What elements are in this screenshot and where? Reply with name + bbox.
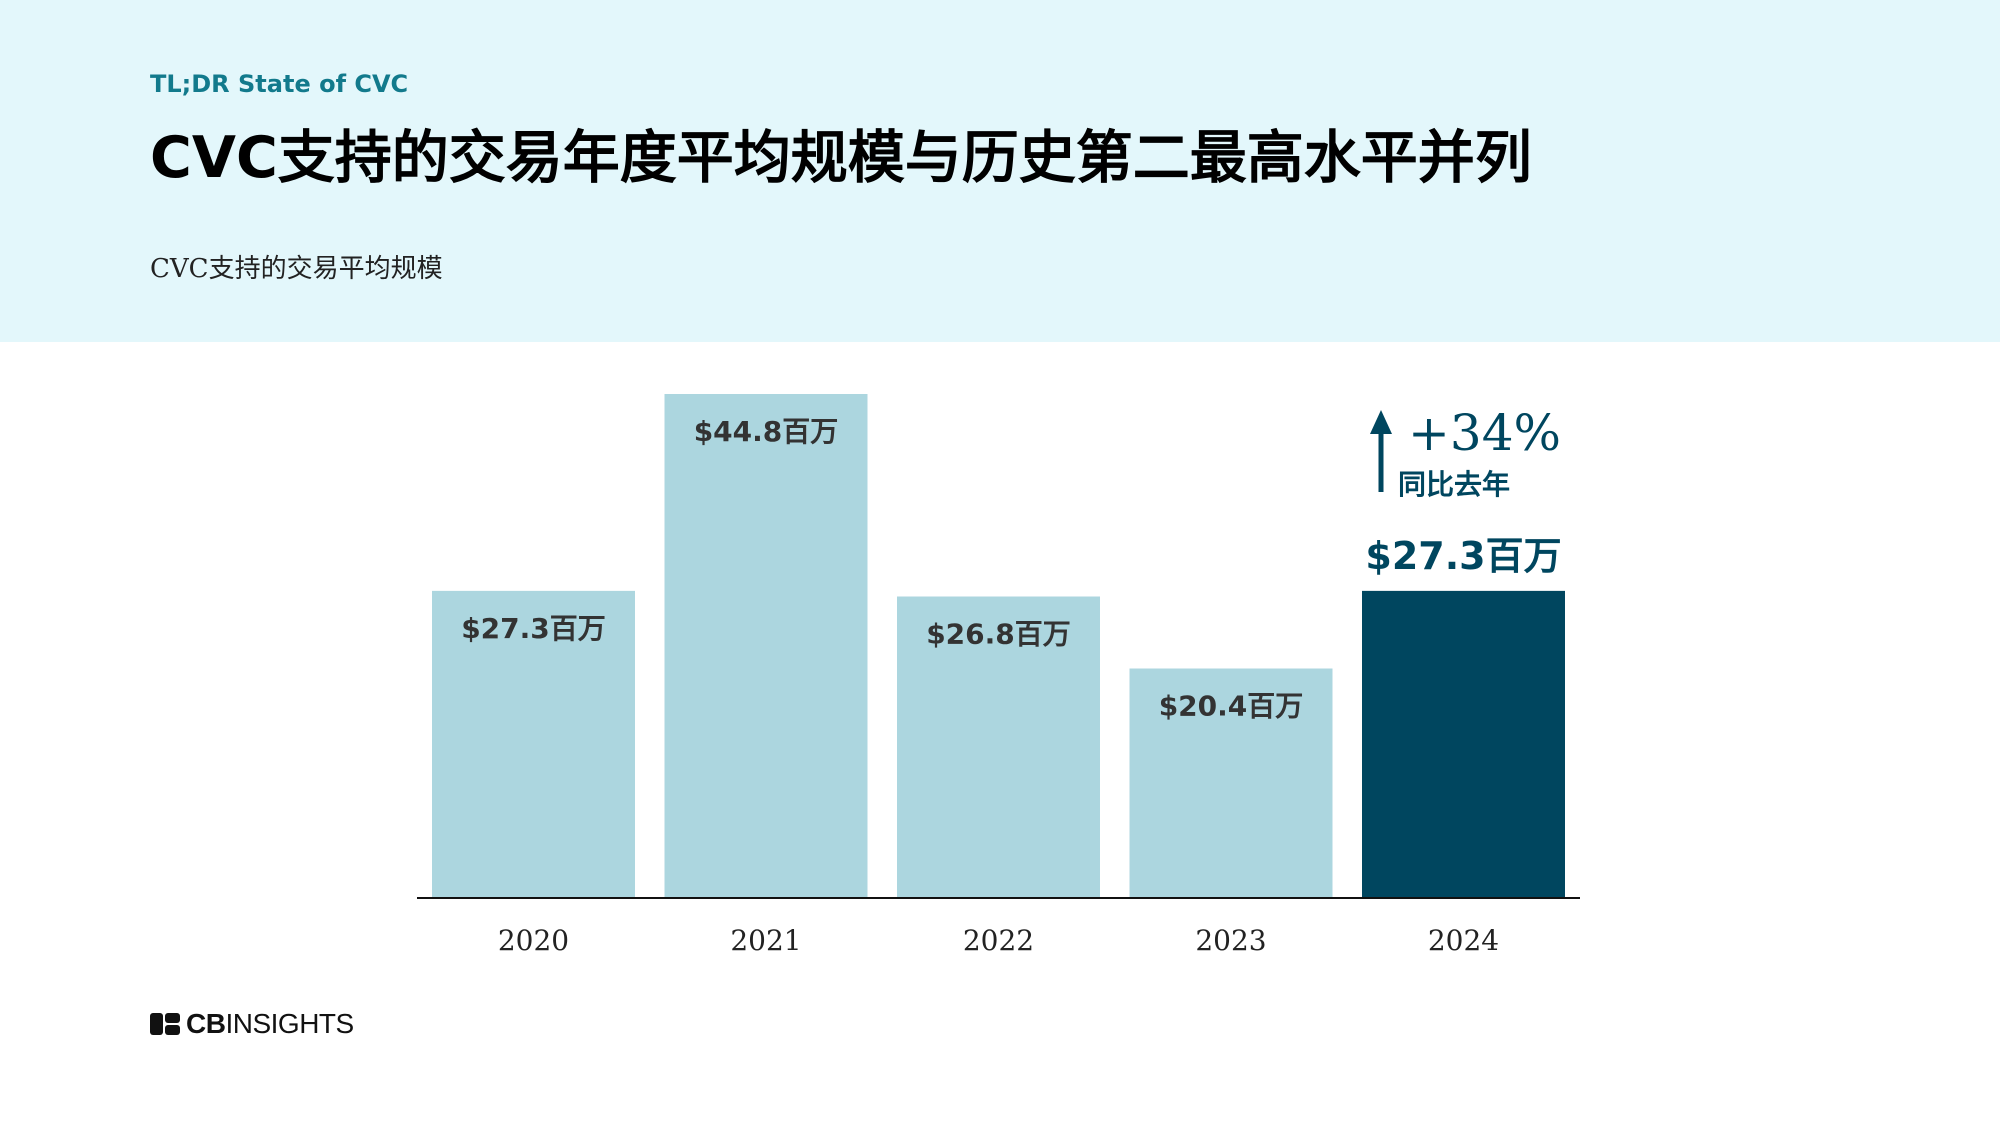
up-arrow-head — [1370, 410, 1392, 434]
data-label-2020: $27.3百万 — [461, 612, 606, 645]
bar-chart: $27.3百万 2020 $44.8百万 2021 $26.8百万 2022 $20.4百万… — [417, 394, 1580, 957]
change-percent: +34% — [1408, 404, 1561, 462]
logo-text: CBINSIGHTS — [186, 1008, 354, 1040]
x-tick-label-2021: 2021 — [730, 924, 801, 957]
chart-subtitle: CVC支持的交易平均规模 — [150, 254, 443, 284]
bar-2021 — [664, 394, 868, 898]
x-tick-label-2023: 2023 — [1195, 924, 1266, 957]
bar-2024 — [1362, 590, 1565, 898]
data-label-2024: $27.3百万 — [1365, 534, 1561, 578]
data-label-2023: $20.4百万 — [1159, 690, 1304, 723]
cb-insights-logo: CBINSIGHTS — [150, 1007, 354, 1041]
header-band — [0, 0, 2000, 342]
change-caption: 同比去年 — [1398, 468, 1510, 501]
cb-logo-icon — [150, 1013, 180, 1035]
logo-text-light: INSIGHTS — [225, 1008, 354, 1039]
data-label-2021: $44.8百万 — [694, 415, 839, 448]
bar-2020 — [432, 590, 635, 898]
x-tick-label-2024: 2024 — [1428, 924, 1499, 957]
x-tick-label-2020: 2020 — [498, 924, 569, 957]
up-arrow-icon — [1370, 410, 1392, 492]
bar-2022 — [897, 596, 1100, 898]
eyebrow-label: TL;DR State of CVC — [150, 70, 409, 98]
page-title: CVC支持的交易年度平均规模与历史第二最高水平并列 — [150, 125, 1532, 191]
logo-text-bold: CB — [186, 1008, 226, 1039]
data-label-2022: $26.8百万 — [926, 618, 1071, 651]
bar-2023 — [1129, 668, 1333, 898]
x-tick-label-2022: 2022 — [963, 924, 1034, 957]
